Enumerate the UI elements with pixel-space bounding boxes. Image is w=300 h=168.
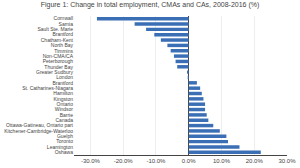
svg-text:Timmins: Timmins — [54, 48, 73, 54]
svg-text:30.0%: 30.0% — [278, 158, 296, 164]
svg-text:Canada: Canada — [55, 117, 73, 123]
svg-text:20.0%: 20.0% — [246, 158, 264, 164]
svg-text:Barrie: Barrie — [60, 112, 74, 118]
svg-text:North Bay: North Bay — [51, 42, 74, 48]
svg-text:Kitchener-Cambridge-Waterloo: Kitchener-Cambridge-Waterloo — [4, 128, 73, 134]
svg-text:Cornwall: Cornwall — [54, 15, 73, 21]
svg-text:-10.0%: -10.0% — [146, 158, 166, 164]
svg-text:St. Catharines-Niagara: St. Catharines-Niagara — [22, 85, 73, 91]
svg-text:Ontario: Ontario — [57, 101, 74, 107]
svg-text:Toronto: Toronto — [56, 138, 73, 144]
svg-text:Ottawa-Gatineau, Ontario part: Ottawa-Gatineau, Ontario part — [6, 122, 74, 128]
svg-text:Oshawa: Oshawa — [55, 149, 74, 155]
svg-text:Peterborough: Peterborough — [43, 58, 74, 64]
svg-text:-30.0%: -30.0% — [81, 158, 101, 164]
svg-text:Brantford: Brantford — [52, 80, 73, 86]
svg-text:Non-CMA/CA: Non-CMA/CA — [43, 53, 74, 59]
svg-text:10.0%: 10.0% — [213, 158, 231, 164]
svg-text:Greater Sudbury: Greater Sudbury — [36, 69, 73, 75]
svg-text:Kingston: Kingston — [54, 96, 74, 102]
svg-text:London: London — [56, 74, 73, 80]
svg-text:Windsor: Windsor — [55, 106, 74, 112]
svg-text:Figure 1: Change in total empl: Figure 1: Change in total employment, CM… — [41, 1, 260, 9]
svg-text:Leamington: Leamington — [47, 144, 73, 150]
svg-text:Sarnia: Sarnia — [59, 21, 74, 27]
svg-text:Brantford: Brantford — [52, 31, 73, 37]
svg-text:-20.0%: -20.0% — [114, 158, 134, 164]
svg-text:0.0%: 0.0% — [182, 158, 196, 164]
svg-text:Chatham-Kent: Chatham-Kent — [41, 37, 74, 43]
svg-text:Sault Ste. Marie: Sault Ste. Marie — [37, 26, 73, 32]
svg-text:Thunder Bay: Thunder Bay — [44, 64, 73, 70]
svg-text:Guelph: Guelph — [57, 133, 73, 139]
svg-text:Hamilton: Hamilton — [53, 90, 73, 96]
